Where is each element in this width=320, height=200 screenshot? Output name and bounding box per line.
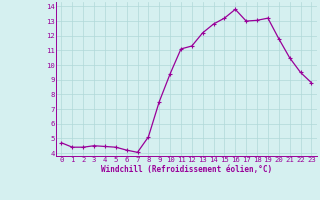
X-axis label: Windchill (Refroidissement éolien,°C): Windchill (Refroidissement éolien,°C): [101, 165, 272, 174]
